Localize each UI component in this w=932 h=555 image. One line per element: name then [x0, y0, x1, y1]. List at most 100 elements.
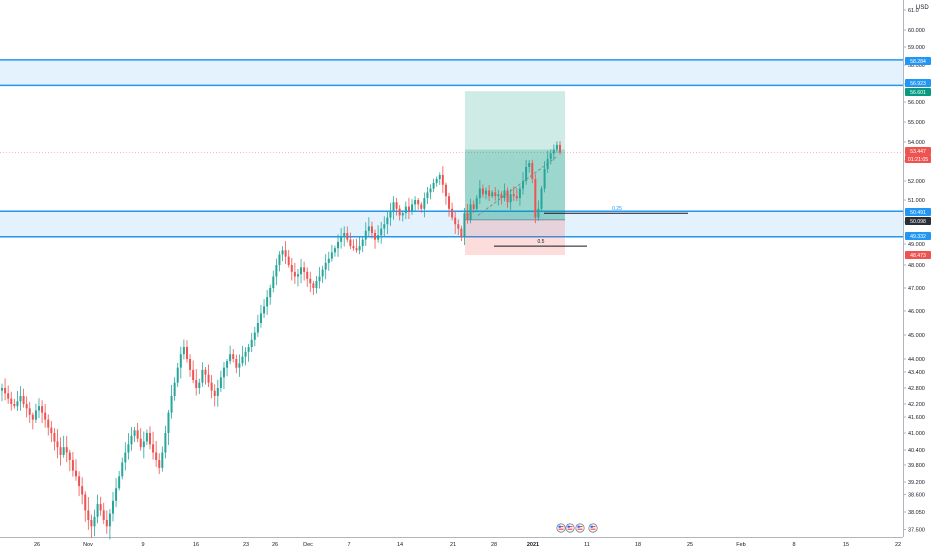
candle-body	[423, 198, 426, 209]
time-tick-label: 23	[243, 542, 249, 548]
candle-body	[303, 267, 306, 272]
candle-body	[84, 494, 87, 511]
candle-body	[414, 200, 417, 205]
candle-body	[53, 433, 56, 442]
candle-body	[4, 388, 7, 394]
price-level-tag	[905, 155, 931, 163]
candle-body	[105, 519, 108, 527]
time-tick-label: 26	[34, 542, 40, 548]
price-tick-label: 47.000	[908, 286, 925, 292]
candle-body	[349, 239, 352, 247]
candle-body	[361, 239, 364, 247]
time-tick-label: 22	[895, 542, 901, 548]
flag-stripe	[558, 526, 564, 528]
candle-body	[469, 204, 472, 220]
us-flag-icon	[588, 523, 598, 533]
price-tick-label: 42.200	[908, 402, 925, 408]
candle-body	[559, 144, 561, 153]
candle-body	[407, 206, 410, 211]
candle-body	[189, 359, 192, 370]
candle-body	[182, 347, 185, 355]
candle-body	[380, 228, 383, 236]
flag-canton	[567, 525, 570, 528]
candle-body	[330, 252, 333, 259]
candle-body	[272, 276, 275, 288]
candle-body	[145, 433, 148, 442]
candle-body	[213, 390, 216, 396]
us-flag-icon	[556, 523, 566, 533]
candle-body	[522, 181, 525, 189]
candle-body	[121, 462, 124, 477]
time-tick-label: 26	[272, 542, 278, 548]
upper-zone	[0, 59, 903, 86]
candle-body	[124, 452, 127, 463]
candle-body	[179, 354, 182, 368]
price-tick-label: 51.000	[908, 198, 925, 204]
candle-body	[552, 149, 555, 154]
price-level-tag	[905, 57, 931, 65]
price-level-label: 50.098	[910, 219, 926, 225]
time-tick-label: 2021	[527, 542, 539, 548]
candle-body	[81, 486, 84, 495]
candle-body	[244, 351, 247, 357]
flag-canton	[577, 525, 580, 528]
candle-body	[512, 194, 515, 197]
candle-body	[457, 224, 460, 229]
candle-body	[256, 323, 259, 333]
price-tick-label: 39.200	[908, 480, 925, 486]
candle-body	[300, 267, 303, 275]
candle-body	[398, 208, 401, 216]
candle-body	[102, 510, 105, 520]
candle-body	[278, 254, 281, 265]
price-level-tag	[905, 79, 931, 87]
price-tick-label: 52.000	[908, 179, 925, 185]
candle-body	[250, 339, 253, 347]
us-flag-icon	[565, 523, 575, 533]
candle-body	[232, 354, 235, 359]
candle-body	[16, 401, 19, 407]
candle-body	[238, 363, 241, 368]
candle-body	[549, 153, 552, 160]
candle-body	[306, 271, 309, 279]
price-tick-label: 58.000	[908, 63, 925, 69]
candle-body	[127, 444, 130, 453]
time-tick-label: Dec	[303, 542, 313, 548]
price-tick-label: 60.000	[908, 28, 925, 34]
candle-body	[377, 235, 380, 240]
candle-body	[438, 175, 441, 179]
position-trend-line	[477, 156, 557, 216]
candle-body	[25, 404, 28, 409]
candle-body	[451, 208, 454, 218]
flag-stripe	[567, 528, 573, 530]
candle-body	[198, 382, 201, 388]
candle-body	[312, 283, 315, 288]
candle-body	[383, 224, 386, 229]
candle-body	[28, 408, 31, 415]
candle-body	[210, 382, 213, 391]
flag-stripe	[590, 528, 596, 530]
candle-body	[161, 452, 164, 468]
candle-body	[518, 188, 521, 199]
candle-body	[318, 276, 321, 282]
candle-body	[142, 441, 145, 448]
price-level-label: 50.491	[910, 210, 926, 216]
candle-body	[19, 396, 22, 402]
candle-body	[164, 433, 167, 453]
candle-body	[287, 256, 290, 265]
price-level-label: 48.473	[910, 253, 926, 259]
candle-body	[333, 248, 336, 253]
candle-body	[1, 388, 3, 391]
candle-body	[534, 179, 537, 218]
candle-body	[355, 248, 358, 251]
flag-stripe	[577, 528, 583, 530]
candle-body	[296, 274, 299, 277]
candle-body	[426, 192, 429, 199]
candle-body	[201, 369, 204, 383]
price-tick-label: 40.400	[908, 448, 925, 454]
candle-body	[441, 175, 444, 185]
candle-body	[472, 204, 475, 209]
candle-body	[500, 194, 503, 199]
candle-body	[7, 393, 10, 399]
candle-body	[497, 194, 500, 197]
